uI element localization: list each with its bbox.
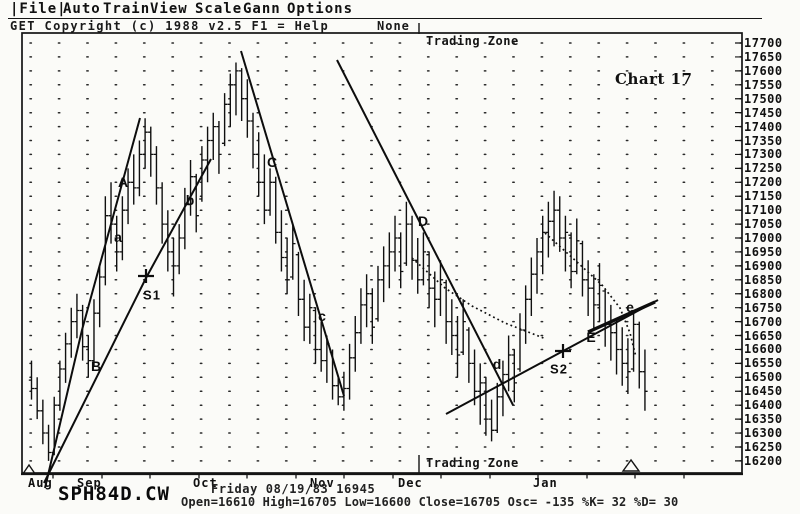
month-label-oct: Oct (193, 476, 218, 490)
chart-frame (21, 32, 743, 474)
price-tick-label: 17400 (744, 119, 783, 134)
menu-item-auto[interactable]: Auto (63, 1, 101, 17)
price-tick-label: 16200 (744, 453, 783, 468)
dotted-average-line-2 (544, 232, 637, 358)
menu-bar: |File| Auto Train View Scale Gann Options (0, 1, 800, 18)
menu-item-view[interactable]: View (150, 1, 188, 17)
copyright-status-line: GET Copyright (c) 1988 v2.5 F1 = Help (10, 19, 330, 33)
price-tick-label: 17550 (744, 77, 783, 92)
month-label-dec: Dec (398, 476, 423, 490)
price-tick-label: 16400 (744, 398, 783, 413)
ohlc-open-close-ticks (28, 70, 648, 454)
price-tick-label: 16900 (744, 258, 783, 273)
trendline-5 (445, 299, 659, 415)
signal-cross-s1 (138, 269, 154, 283)
price-tick-label: 16450 (744, 384, 783, 399)
price-tick-label: 16700 (744, 314, 783, 329)
price-tick-label: 16500 (744, 370, 783, 385)
price-tick-label: 17600 (744, 63, 783, 78)
price-tick-label: 16750 (744, 300, 783, 315)
price-tick-label: 17500 (744, 91, 783, 106)
price-tick-label: 16600 (744, 342, 783, 357)
price-tick-label: 16350 (744, 412, 783, 427)
month-label-sep: Sep (77, 476, 102, 490)
price-tick-label: 17350 (744, 133, 783, 148)
dotted-average-line-1 (411, 257, 547, 340)
menu-underline (8, 17, 762, 19)
price-tick-label: 16950 (744, 244, 783, 259)
trendline-4 (336, 59, 514, 406)
price-tick-label: 16850 (744, 272, 783, 287)
menu-item-file[interactable]: |File| (10, 1, 67, 17)
mode-indicator: None (377, 19, 410, 33)
wave-label-b: b (185, 192, 195, 208)
price-tick-label: 17250 (744, 161, 783, 176)
trendline-6 (587, 300, 656, 334)
wave-label-E: E (586, 329, 596, 345)
ohlc-bars (30, 62, 646, 461)
trendline-1 (44, 117, 141, 489)
menu-item-options[interactable]: Options (287, 1, 354, 17)
pivot-triangle-icon-2 (621, 458, 641, 472)
menu-item-gann[interactable]: Gann (243, 1, 281, 17)
pivot-triangle-icon-1 (22, 463, 36, 474)
month-label-nov: Nov (310, 476, 335, 490)
wave-label-d: d (492, 356, 502, 372)
time-axis-ticks (52, 473, 685, 479)
price-tick-label: 17650 (744, 49, 783, 64)
wave-label-D: D (417, 213, 429, 229)
price-tick-label: 16800 (744, 286, 783, 301)
trendline-3 (240, 50, 345, 397)
wave-label-C: C (266, 154, 278, 170)
symbol-label: SPH84D.CW (58, 483, 170, 505)
price-axis-ticks (735, 42, 742, 462)
price-tick-label: 16650 (744, 328, 783, 343)
month-label-jan: Jan (533, 476, 558, 490)
chart-caption: Chart 17 (615, 70, 693, 88)
wave-label-B: B (90, 358, 102, 374)
price-tick-label: 17050 (744, 217, 783, 232)
wave-label-a: a (114, 229, 122, 245)
price-tick-label: 17450 (744, 105, 783, 120)
footer-date-line: Friday 08/19/83 16945 (211, 482, 376, 496)
footer-ohlc-line: Open=16610 High=16705 Low=16600 Close=16… (181, 495, 679, 509)
wave-label-A: A (117, 174, 129, 190)
price-tick-label: 17100 (744, 203, 783, 218)
menu-item-scale[interactable]: Scale (195, 1, 243, 17)
price-tick-label: 17200 (744, 175, 783, 190)
trading-zone-label-top: Trading Zone (426, 34, 519, 48)
wave-label-c: c (318, 308, 326, 324)
price-tick-label: 16550 (744, 356, 783, 371)
trading-zone-label-bottom: Trading Zone (426, 456, 519, 470)
price-tick-label: 17150 (744, 189, 783, 204)
dot-grid (29, 42, 743, 462)
price-tick-label: 16300 (744, 426, 783, 441)
wave-label-e: e (626, 299, 634, 315)
signal-label-s1: S1 (143, 287, 161, 303)
menu-item-train[interactable]: Train (103, 1, 151, 17)
price-tick-label: 17700 (744, 36, 783, 50)
price-tick-label: 17000 (744, 231, 783, 246)
price-tick-label: 17300 (744, 147, 783, 162)
month-label-aug: Aug (28, 476, 53, 490)
signal-cross-s2 (555, 344, 571, 358)
signal-label-s2: S2 (550, 361, 568, 377)
price-tick-label: 16250 (744, 439, 783, 454)
